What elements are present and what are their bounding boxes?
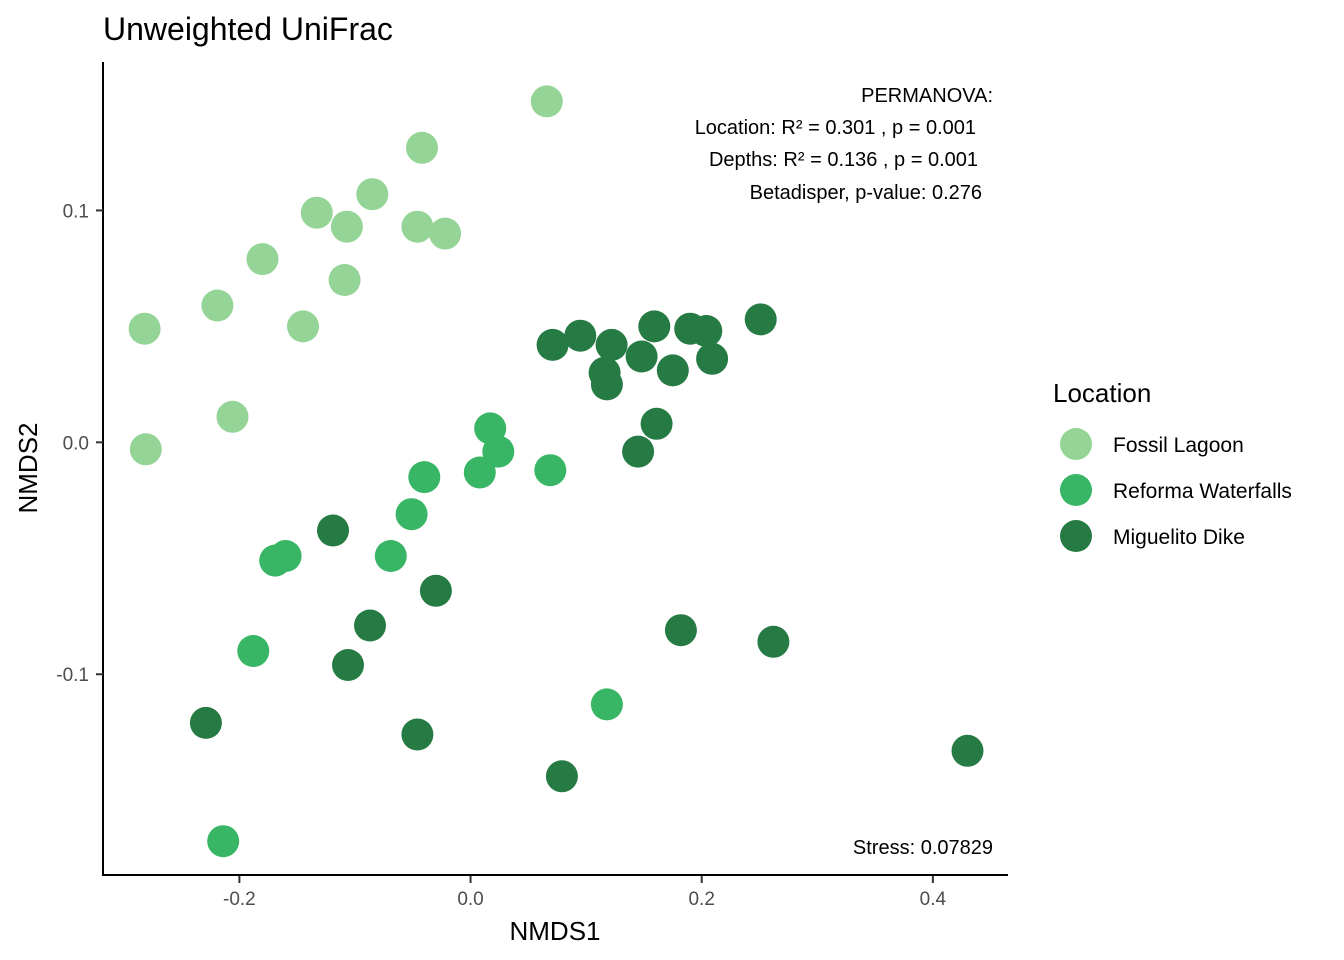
legend-key	[1060, 520, 1092, 552]
data-point	[530, 85, 563, 118]
data-point	[401, 210, 434, 243]
legend-label: Miguelito Dike	[1113, 526, 1245, 549]
data-point	[237, 635, 270, 667]
data-point	[590, 688, 623, 721]
data-point	[189, 706, 222, 739]
data-points	[128, 85, 984, 858]
data-point	[757, 625, 790, 658]
data-point	[640, 407, 673, 440]
data-point	[590, 368, 623, 401]
y-tick-label: -0.1	[56, 665, 89, 686]
data-point	[419, 574, 452, 607]
permanova-header: PERMANOVA:	[861, 85, 993, 107]
data-point	[696, 342, 729, 375]
data-point	[564, 319, 597, 352]
data-point	[622, 435, 655, 468]
y-tick-label: 0.1	[63, 201, 89, 222]
data-point	[690, 315, 723, 347]
data-point	[625, 340, 658, 373]
legend: Location Fossil Lagoon Reforma Waterfalls…	[1053, 378, 1292, 552]
y-tick-label: 0.0	[63, 433, 89, 454]
data-point	[201, 289, 234, 322]
data-point	[287, 310, 319, 343]
data-point	[406, 131, 438, 164]
x-axis-ticks: -0.2 0.0 0.2 0.4	[223, 876, 947, 910]
data-point	[129, 433, 162, 466]
data-point	[374, 540, 407, 572]
data-point	[401, 718, 434, 751]
data-point	[463, 456, 496, 489]
data-point	[536, 328, 569, 361]
data-point	[545, 760, 578, 793]
data-point	[332, 649, 364, 681]
y-axis-ticks: -0.1 0.0 0.1	[56, 201, 103, 686]
x-tick-label: 0.0	[457, 889, 483, 910]
y-axis-title: NMDS2	[13, 422, 43, 513]
chart-title: Unweighted UniFrac	[103, 11, 393, 47]
betadisper-text: Betadisper, p-value: 0.276	[750, 182, 982, 204]
data-point	[330, 210, 363, 243]
legend-label: Fossil Lagoon	[1113, 434, 1244, 457]
stress-text: Stress: 0.07829	[853, 837, 993, 859]
data-point	[354, 609, 386, 642]
legend-key	[1060, 474, 1092, 506]
legend-key	[1060, 428, 1092, 460]
data-point	[207, 825, 240, 858]
data-point	[328, 264, 361, 296]
x-tick-label: 0.4	[920, 889, 947, 910]
data-point	[595, 328, 628, 361]
data-point	[744, 303, 777, 336]
permanova-depths: Depths: R² = 0.136 , p = 0.001	[709, 149, 978, 171]
data-point	[317, 514, 349, 547]
data-point	[408, 461, 441, 494]
data-point	[128, 312, 161, 345]
x-axis-title: NMDS1	[509, 916, 600, 946]
data-point	[259, 544, 292, 577]
data-point	[395, 498, 428, 531]
data-point	[656, 354, 689, 387]
permanova-location: Location: R² = 0.301 , p = 0.001	[695, 117, 976, 139]
data-point	[216, 400, 249, 433]
data-point	[482, 435, 515, 468]
data-point	[246, 243, 279, 276]
x-tick-label: -0.2	[223, 889, 256, 910]
data-point	[300, 196, 333, 229]
data-point	[951, 734, 984, 767]
data-point	[534, 454, 567, 487]
data-point	[356, 178, 389, 211]
legend-label: Reforma Waterfalls	[1113, 480, 1292, 503]
legend-items: Fossil Lagoon Reforma Waterfalls Miguelito…	[1060, 428, 1292, 552]
data-point	[664, 614, 697, 647]
data-point	[638, 310, 671, 343]
legend-title: Location	[1053, 378, 1151, 408]
x-tick-label: 0.2	[688, 889, 714, 910]
data-point	[429, 217, 462, 250]
